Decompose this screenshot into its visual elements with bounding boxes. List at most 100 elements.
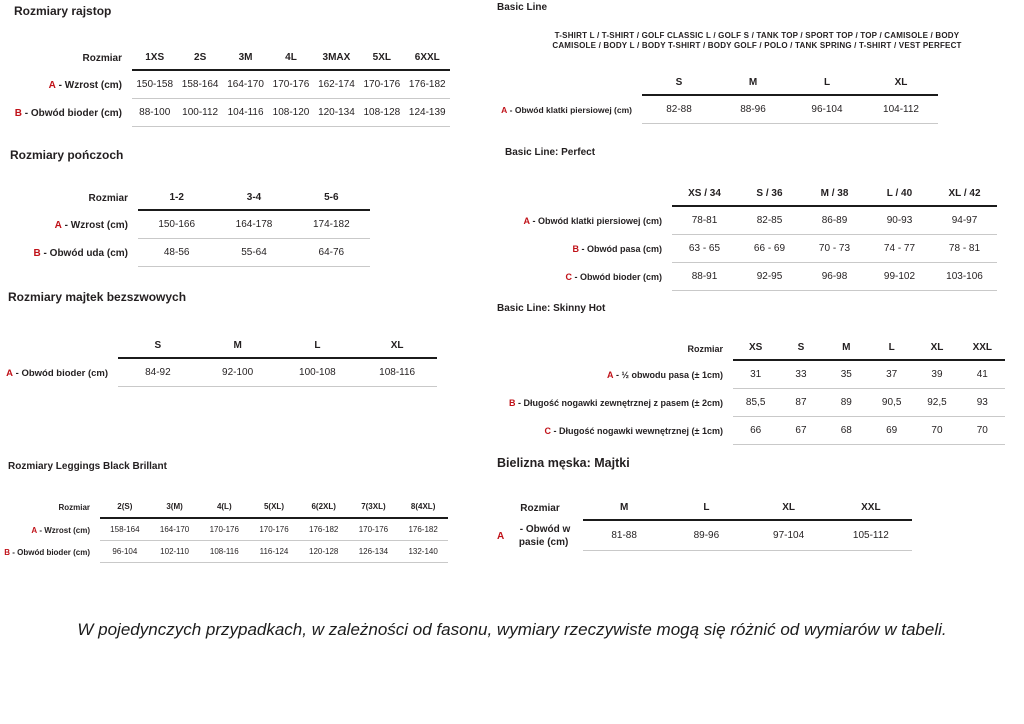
cell-value: 85,5 — [733, 389, 779, 417]
size-column-header: 7(3XL) — [348, 500, 399, 519]
size-table: Rozmiar 1XS 2S 3M 4L 3MAX 5XL 6XXL A - Wzrost (c… — [14, 50, 450, 127]
cell-value: 37 — [868, 361, 915, 389]
cell-value: 81-88 — [583, 521, 666, 551]
cell-value: 99-102 — [867, 263, 932, 291]
row-label-text: - Wzrost (cm) — [55, 79, 122, 91]
cell-value: 124-139 — [404, 99, 450, 127]
cell-value: 66 — [733, 417, 779, 445]
cell-value: 39 — [914, 361, 960, 389]
size-column-header: M — [716, 75, 790, 96]
row-label-text: - Obwód bioder (cm) — [10, 547, 90, 557]
cell-value: 96-98 — [802, 263, 867, 291]
cell-value: 126-134 — [348, 541, 399, 563]
cell-value: 70 — [914, 417, 960, 445]
cell-value: 92-100 — [197, 359, 278, 387]
row-label: A - Obwód klatki piersiowej (cm) — [497, 96, 642, 124]
size-column-header: XL — [357, 338, 437, 359]
product-list-line: T-SHIRT L / T-SHIRT / GOLF CLASSIC L / G… — [554, 31, 960, 40]
row-label-text: - Wzrost (cm) — [37, 525, 90, 535]
cell-value: 108-120 — [268, 99, 314, 127]
cell-value: 64-76 — [292, 239, 370, 267]
cell-value: 87 — [778, 389, 824, 417]
size-column-header: 8(4XL) — [398, 500, 448, 519]
size-label-header: Rozmiar — [88, 193, 128, 204]
size-column-header: S / 36 — [737, 186, 802, 207]
cell-value: 68 — [823, 417, 869, 445]
cell-value: 74 - 77 — [867, 235, 932, 263]
row-letter: B — [33, 247, 41, 259]
cell-value: 70 — [959, 417, 1005, 445]
row-label-text: - Obwód pasa (cm) — [578, 244, 662, 254]
cell-value: 93 — [959, 389, 1005, 417]
size-label-header — [505, 186, 672, 207]
size-column-header: M — [197, 338, 278, 359]
size-column-header: 4(L) — [199, 500, 250, 519]
cell-value: 170-176 — [268, 71, 314, 99]
row-label-text: - Obwód uda (cm) — [40, 247, 128, 259]
row-label-text: - Długość nogawki zewnętrznej z pasem (±… — [515, 398, 723, 408]
size-column-header: 3M — [222, 50, 269, 71]
cell-value: 150-166 — [138, 211, 216, 239]
section-title: Bielizna męska: Majtki — [497, 456, 630, 470]
size-column-header: XL — [747, 500, 830, 521]
section-leggings-sizes: Rozmiary Leggings Black Brillant Rozmiar… — [4, 461, 448, 563]
cell-value: 89-96 — [665, 521, 748, 551]
cell-value: 86-89 — [802, 207, 867, 235]
cell-value: 33 — [778, 361, 824, 389]
row-letter: B — [509, 398, 516, 408]
cell-value: 82-88 — [642, 96, 716, 124]
size-column-header: 5-6 — [292, 190, 370, 211]
cell-value: 94-97 — [932, 207, 997, 235]
cell-value: 88-96 — [716, 96, 790, 124]
size-table: Rozmiar 1-2 3-4 5-6 A - Wzrost (cm) 150-166 16… — [10, 190, 370, 267]
size-column-header: XL / 42 — [932, 186, 997, 207]
size-column-header: 1XS — [132, 50, 178, 71]
cell-value: 88-100 — [132, 99, 178, 127]
row-label: C - Obwód bioder (cm) — [505, 263, 672, 291]
size-column-header: L — [868, 340, 915, 361]
size-column-header: 3MAX — [313, 50, 360, 71]
size-column-header: 6(2XL) — [298, 500, 349, 519]
row-letter: A — [48, 79, 56, 91]
cell-value: 84-92 — [118, 359, 198, 387]
size-column-header: 2(S) — [100, 500, 150, 519]
size-table: S M L XL A - Obwód klatki piersiowej (cm) 82-… — [497, 75, 938, 124]
cell-value: 176-182 — [404, 71, 450, 99]
row-letter: C — [544, 426, 552, 436]
row-label: B - Obwód pasa (cm) — [505, 235, 672, 263]
cell-value: 78-81 — [672, 207, 737, 235]
row-label: A - Wzrost (cm) — [10, 211, 138, 239]
cell-value: 105-112 — [829, 521, 912, 551]
size-column-header: M — [583, 500, 666, 521]
cell-value: 48-56 — [138, 239, 216, 267]
cell-value: 158-164 — [177, 71, 223, 99]
cell-value: 108-116 — [357, 359, 437, 387]
cell-value: 89 — [823, 389, 869, 417]
cell-value: 170-176 — [348, 519, 399, 541]
size-column-header: L — [665, 500, 748, 521]
cell-value: 70 - 73 — [802, 235, 867, 263]
row-label-text: - Obwód bioder (cm) — [572, 272, 663, 282]
cell-value: 69 — [868, 417, 915, 445]
size-column-header: 3-4 — [215, 190, 293, 211]
cell-value: 176-182 — [398, 519, 448, 541]
cell-value: 63 - 65 — [672, 235, 737, 263]
cell-value: 92-95 — [737, 263, 802, 291]
row-letter: A — [31, 525, 38, 535]
section-title: Rozmiary majtek bezszwowych — [8, 290, 187, 304]
cell-value: 67 — [778, 417, 824, 445]
size-column-header: XXL — [829, 500, 912, 521]
section-title: Basic Line — [497, 2, 548, 13]
row-label-text: - Obwód klatki piersiowej (cm) — [529, 216, 662, 226]
cell-value: 176-182 — [298, 519, 349, 541]
row-label-text: - Wzrost (cm) — [61, 219, 128, 231]
cell-value: 170-176 — [199, 519, 250, 541]
cell-value: 35 — [823, 361, 869, 389]
section-title: Basic Line: Skinny Hot — [497, 303, 606, 314]
row-label: C - Długość nogawki wewnętrznej (± 1cm) — [497, 417, 733, 445]
cell-value: 82-85 — [737, 207, 802, 235]
row-letter: A — [497, 530, 505, 542]
cell-value: 55-64 — [215, 239, 293, 267]
cell-value: 97-104 — [747, 521, 830, 551]
cell-value: 150-158 — [132, 71, 178, 99]
